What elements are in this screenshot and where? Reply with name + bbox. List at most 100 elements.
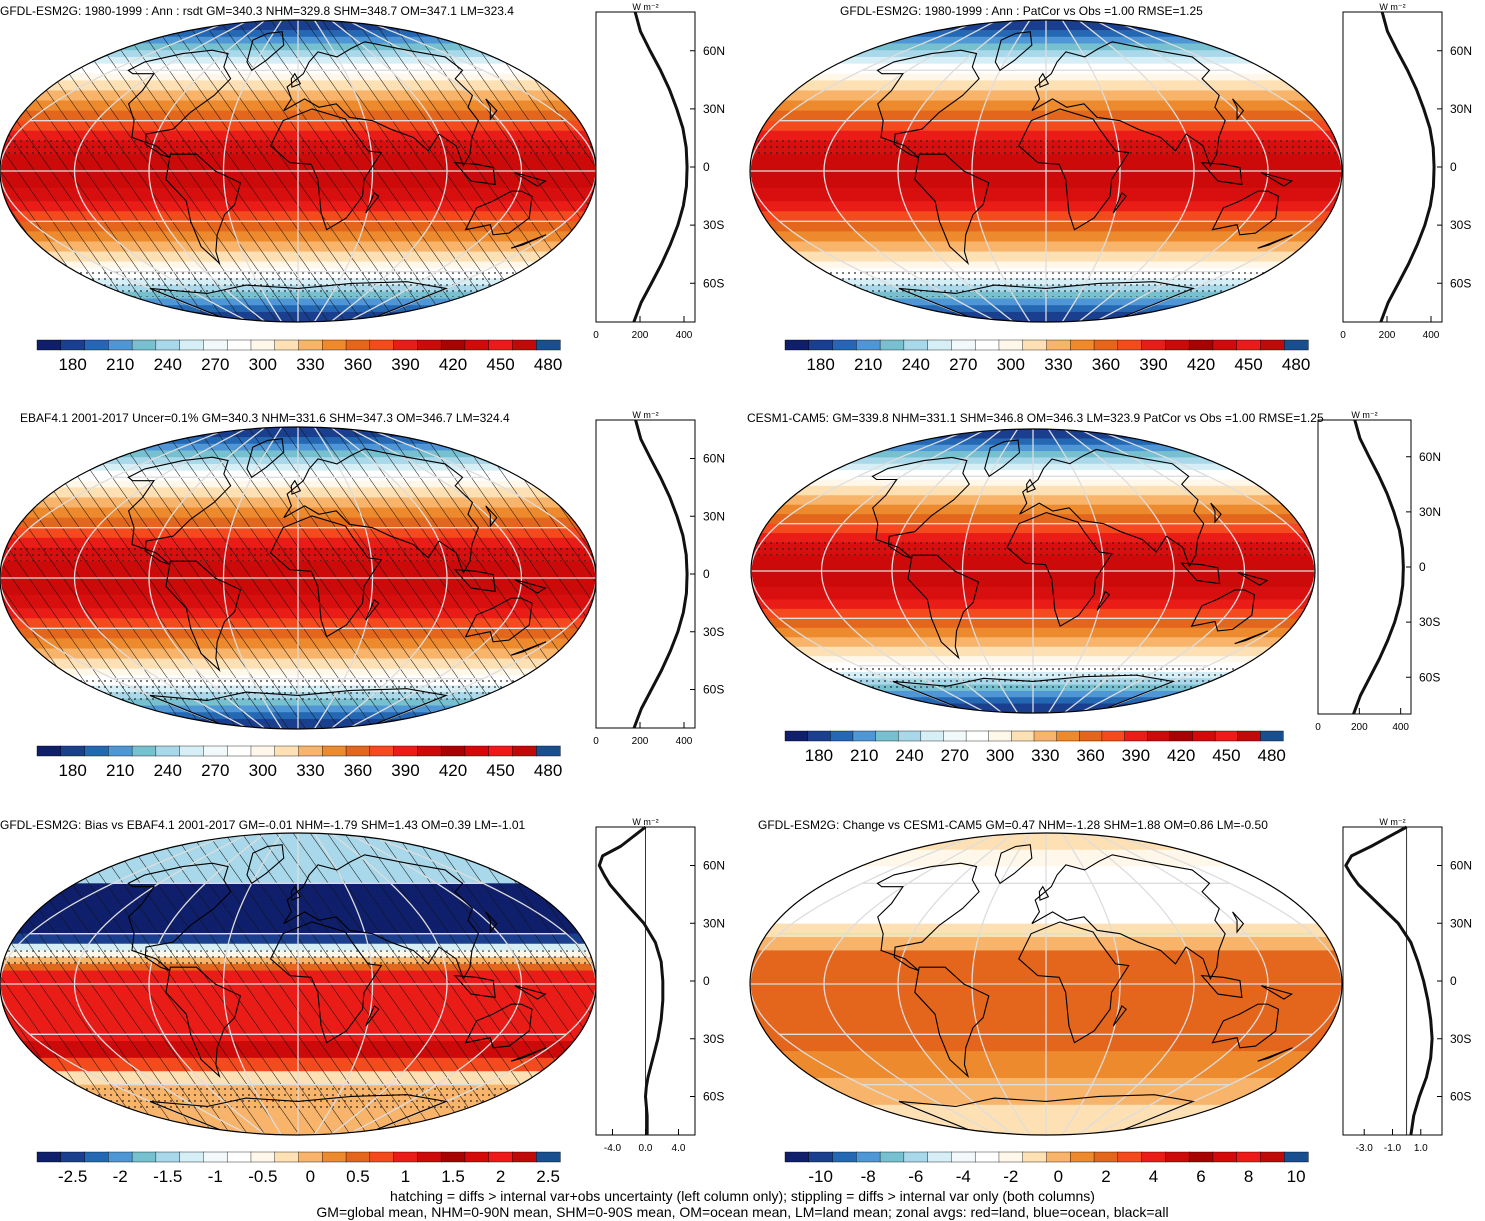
colorbar-label: 480 bbox=[534, 761, 562, 780]
coastline bbox=[283, 854, 479, 981]
colorbar-label: 180 bbox=[58, 355, 86, 374]
panel-title-model: GFDL-ESM2G: 1980-1999 : Ann : rsdt GM=34… bbox=[0, 4, 514, 18]
colorbar-swatch bbox=[345, 1151, 371, 1163]
profile-xtick-label: 200 bbox=[1379, 330, 1396, 341]
profile-xtick-label: 0 bbox=[1340, 330, 1346, 341]
profile-ytick-label: 30S bbox=[1450, 1032, 1471, 1046]
coastline bbox=[1018, 108, 1130, 231]
coastline bbox=[1096, 590, 1111, 611]
profile-ytick-label: 60S bbox=[1450, 1090, 1471, 1104]
panel-title-change: GFDL-ESM2G: Change vs CESM1-CAM5 GM=0.47… bbox=[758, 818, 1268, 832]
panel-model: 180 210 240 270 300 330 360 390 420 450 480 60N 30N 0… bbox=[0, 2, 725, 374]
colorbar-swatch bbox=[226, 1151, 252, 1163]
colorbar-swatch bbox=[1169, 730, 1194, 742]
colorbar-swatch bbox=[1192, 730, 1216, 742]
profile-ytick-label: 60S bbox=[1419, 670, 1440, 684]
meridian-line bbox=[313, 427, 374, 729]
colorbar-swatch bbox=[369, 1151, 395, 1163]
colorbar-swatch bbox=[808, 1151, 834, 1163]
colorbar-label: 390 bbox=[391, 355, 419, 374]
profile-frame bbox=[595, 11, 696, 323]
colorbar-swatch bbox=[943, 730, 967, 742]
colorbar-label: 360 bbox=[344, 355, 372, 374]
meridian-line bbox=[0, 833, 234, 1135]
profile-xtick-label: 400 bbox=[1423, 330, 1440, 341]
colorbar-swatch bbox=[920, 730, 945, 742]
meridian-line bbox=[823, 833, 998, 1135]
profile-ytick-label: 60N bbox=[703, 859, 725, 873]
colorbar-swatch bbox=[203, 1151, 228, 1163]
panel-obs: 180 210 240 270 300 330 360 390 420 450 480 60N 30N 0… bbox=[0, 410, 725, 780]
colorbar-swatch bbox=[393, 745, 418, 757]
profile-ytick-label: 0 bbox=[703, 160, 710, 174]
colorbar-swatch bbox=[1124, 730, 1148, 742]
coastline bbox=[485, 911, 498, 934]
colorbar-swatch bbox=[226, 339, 252, 351]
colorbar-label: -1 bbox=[208, 1167, 223, 1186]
colorbar-swatch bbox=[1022, 1151, 1048, 1163]
colorbar-swatch bbox=[1212, 339, 1238, 351]
coastline bbox=[984, 439, 1021, 478]
profile-line-all bbox=[1379, 11, 1436, 323]
colorbar-swatch bbox=[1188, 339, 1214, 351]
colorbar-swatch bbox=[1101, 730, 1126, 742]
map-change bbox=[750, 833, 1342, 1135]
colorbar-swatch bbox=[807, 730, 831, 742]
profile-ytick-label: 0 bbox=[703, 974, 710, 988]
colorbar-label: 2.5 bbox=[536, 1167, 560, 1186]
coastline bbox=[898, 1094, 1196, 1135]
coastline bbox=[1200, 161, 1243, 186]
colorbar-swatch bbox=[131, 1151, 157, 1163]
coastline bbox=[871, 456, 970, 559]
profile-ytick-label: 0 bbox=[1450, 160, 1457, 174]
coastline bbox=[1257, 234, 1293, 249]
colorbar-swatch bbox=[298, 745, 323, 757]
profile-xtick-label: 200 bbox=[632, 736, 649, 747]
meridian-line bbox=[0, 427, 234, 729]
colorbar-swatch bbox=[856, 339, 881, 351]
colorbar-label: -6 bbox=[908, 1167, 923, 1186]
colorbar-label: 330 bbox=[1031, 746, 1059, 765]
colorbar-swatch bbox=[322, 339, 347, 351]
meridian-line bbox=[1047, 429, 1105, 713]
zonal-profile: 60N 30N 0 30S 60S -4.0 0.0 4.0 W m⁻² bbox=[595, 817, 725, 1154]
coastline bbox=[514, 172, 547, 187]
colorbar-swatch bbox=[784, 1151, 810, 1163]
colorbar-swatch bbox=[488, 745, 514, 757]
colorbar-swatch bbox=[1046, 339, 1071, 351]
colorbar-swatch bbox=[179, 745, 205, 757]
colorbar-label: 450 bbox=[1212, 746, 1240, 765]
coastline bbox=[127, 49, 232, 159]
profile-xtick-label: 200 bbox=[632, 330, 649, 341]
colorbar-swatch bbox=[1141, 339, 1166, 351]
colorbar-label: 240 bbox=[895, 746, 923, 765]
colorbar-label: -2.5 bbox=[58, 1167, 87, 1186]
colorbar-label: 210 bbox=[850, 746, 878, 765]
colorbar-label: 300 bbox=[986, 746, 1014, 765]
profile-ytick-label: 30S bbox=[1450, 218, 1471, 232]
profile-unit: W m⁻² bbox=[1351, 410, 1377, 420]
colorbar-swatch bbox=[36, 339, 62, 351]
meridian-line bbox=[1110, 833, 1342, 1135]
coastline bbox=[1019, 448, 1205, 568]
colorbar-label: 210 bbox=[106, 355, 134, 374]
zonal-profile: 60N 30N 0 30S 60S 0 200 400 W m⁻² bbox=[1315, 410, 1441, 733]
colorbar-swatch bbox=[108, 745, 133, 757]
colorbar-swatch bbox=[974, 339, 1000, 351]
panel-other-model: 180 210 240 270 300 330 360 390 420 450 480 60N 30N 0… bbox=[750, 410, 1441, 765]
colorbar-label: 270 bbox=[201, 761, 229, 780]
colorbar-swatch bbox=[1214, 730, 1239, 742]
zonal-profile: 60N 30N 0 30S 60S 0 200 400 W m⁻² bbox=[593, 410, 725, 747]
colorbar-swatch bbox=[131, 745, 157, 757]
meridian-line bbox=[750, 833, 982, 1135]
colorbar-swatch bbox=[369, 745, 395, 757]
colorbar-label: 2 bbox=[1101, 1167, 1110, 1186]
meridian-line bbox=[73, 833, 250, 1135]
profile-xtick-label: -3.0 bbox=[1356, 1143, 1374, 1154]
meridian-line bbox=[148, 20, 266, 322]
meridian-line bbox=[330, 20, 448, 322]
profile-ytick-label: 60N bbox=[1450, 859, 1472, 873]
colorbar-label: 450 bbox=[1234, 355, 1262, 374]
colorbar-label: 10 bbox=[1287, 1167, 1306, 1186]
